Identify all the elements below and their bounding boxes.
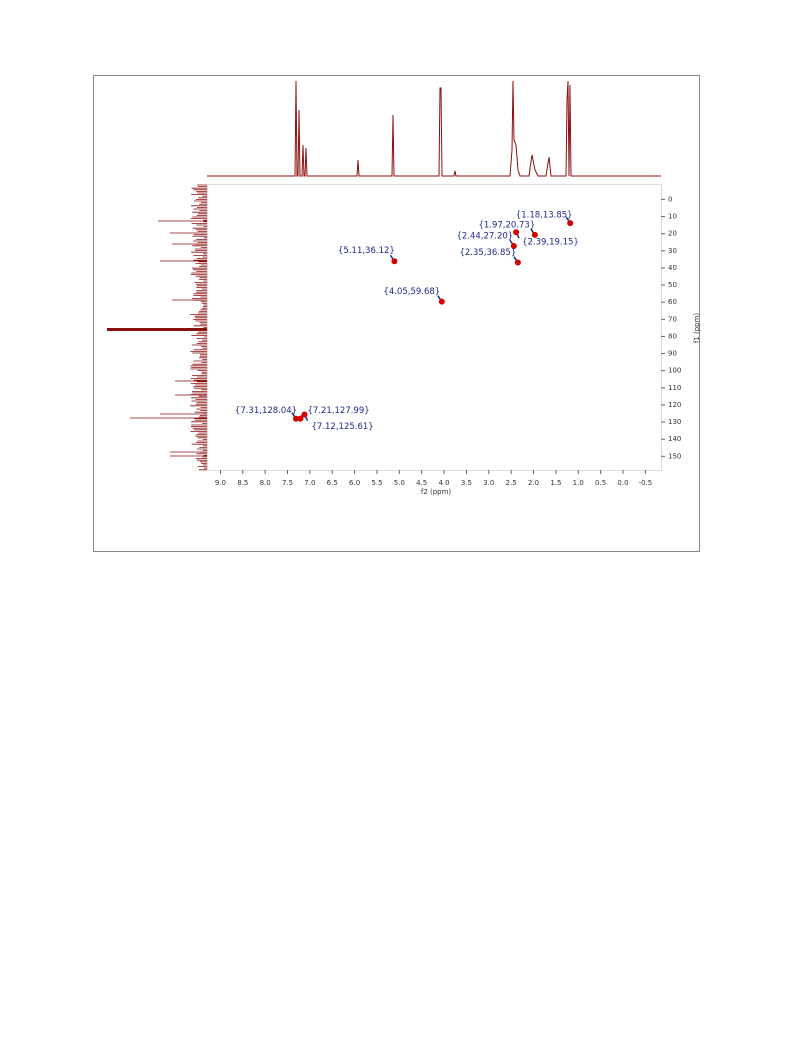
y-tick-label: 20 bbox=[668, 230, 677, 238]
x-tick-label: 1.5 bbox=[550, 479, 561, 487]
y-tick-label: 40 bbox=[668, 264, 677, 272]
peak-label: {4.05,59.68} bbox=[383, 287, 440, 297]
y-tick-label: 150 bbox=[668, 452, 681, 460]
y-tick-label: 80 bbox=[668, 332, 677, 340]
peak-label: {5.11,36.12} bbox=[338, 246, 395, 256]
y-tick-label: 130 bbox=[668, 418, 681, 426]
f1-trace bbox=[130, 184, 207, 471]
cross-peak bbox=[297, 415, 304, 422]
peak-label: {2.39,19.15} bbox=[522, 238, 579, 248]
x-tick-label: 2.5 bbox=[506, 479, 517, 487]
x-tick-label: 7.0 bbox=[304, 479, 315, 487]
x-tick-label: 2.0 bbox=[528, 479, 539, 487]
x-tick-label: 3.0 bbox=[483, 479, 494, 487]
peak-label: {7.31,128.04} bbox=[235, 406, 297, 416]
f1-projection bbox=[107, 184, 207, 471]
f2-projection bbox=[207, 80, 661, 177]
peak-label: {2.44,27.20} bbox=[456, 231, 513, 241]
y-tick-label: 50 bbox=[668, 281, 677, 289]
cross-peak bbox=[531, 231, 538, 238]
x-tick-label: 6.0 bbox=[349, 479, 360, 487]
peak-label: {7.21,127.99} bbox=[307, 406, 369, 416]
cross-peak bbox=[510, 242, 517, 249]
x-tick-label: 4.5 bbox=[416, 479, 427, 487]
x-tick-label: 3.5 bbox=[461, 479, 472, 487]
x-tick-label: 0.5 bbox=[595, 479, 606, 487]
peak-label: {1.18,13.85} bbox=[516, 211, 573, 221]
y-tick-label: 60 bbox=[668, 298, 677, 306]
x-tick-label: 0.0 bbox=[617, 479, 628, 487]
x-tick-label: 5.0 bbox=[394, 479, 405, 487]
x-tick-label: 4.0 bbox=[438, 479, 449, 487]
y-tick-label: 10 bbox=[668, 213, 677, 221]
y-tick-label: 90 bbox=[668, 350, 677, 358]
y-tick-label: 70 bbox=[668, 315, 677, 323]
peak-label: {2.35,36.85} bbox=[459, 248, 516, 258]
f1-peak bbox=[107, 328, 207, 331]
x-axis-title: f2 (ppm) bbox=[421, 488, 452, 496]
x-tick-label: 5.5 bbox=[371, 479, 382, 487]
x-tick-label: 9.0 bbox=[215, 479, 226, 487]
y-tick-label: 140 bbox=[668, 435, 681, 443]
y-axis-title: f1 (ppm) bbox=[693, 313, 701, 344]
cross-peak bbox=[514, 259, 521, 266]
x-tick-label: 8.0 bbox=[260, 479, 271, 487]
x-tick-label: 6.5 bbox=[327, 479, 338, 487]
cross-peak bbox=[438, 298, 445, 305]
x-tick-label: 7.5 bbox=[282, 479, 293, 487]
cross-peak bbox=[293, 415, 300, 422]
peak-label: {1.97,20.73} bbox=[478, 220, 535, 230]
frame bbox=[93, 75, 700, 552]
cross-peak bbox=[391, 258, 398, 265]
y-tick-label: 100 bbox=[668, 367, 681, 375]
peak-label: {7.12,125.61} bbox=[312, 422, 374, 432]
cross-peak bbox=[513, 229, 520, 236]
x-tick-label: 1.0 bbox=[573, 479, 584, 487]
y-tick-label: 120 bbox=[668, 401, 681, 409]
x-tick-label: -0.5 bbox=[639, 479, 653, 487]
cross-peak bbox=[567, 220, 574, 227]
plot-frame bbox=[207, 184, 662, 471]
y-tick-label: 30 bbox=[668, 247, 677, 255]
y-tick-label: 110 bbox=[668, 384, 681, 392]
y-tick-label: 0 bbox=[668, 195, 672, 203]
cross-peak bbox=[301, 411, 308, 418]
x-tick-label: 8.5 bbox=[237, 479, 248, 487]
